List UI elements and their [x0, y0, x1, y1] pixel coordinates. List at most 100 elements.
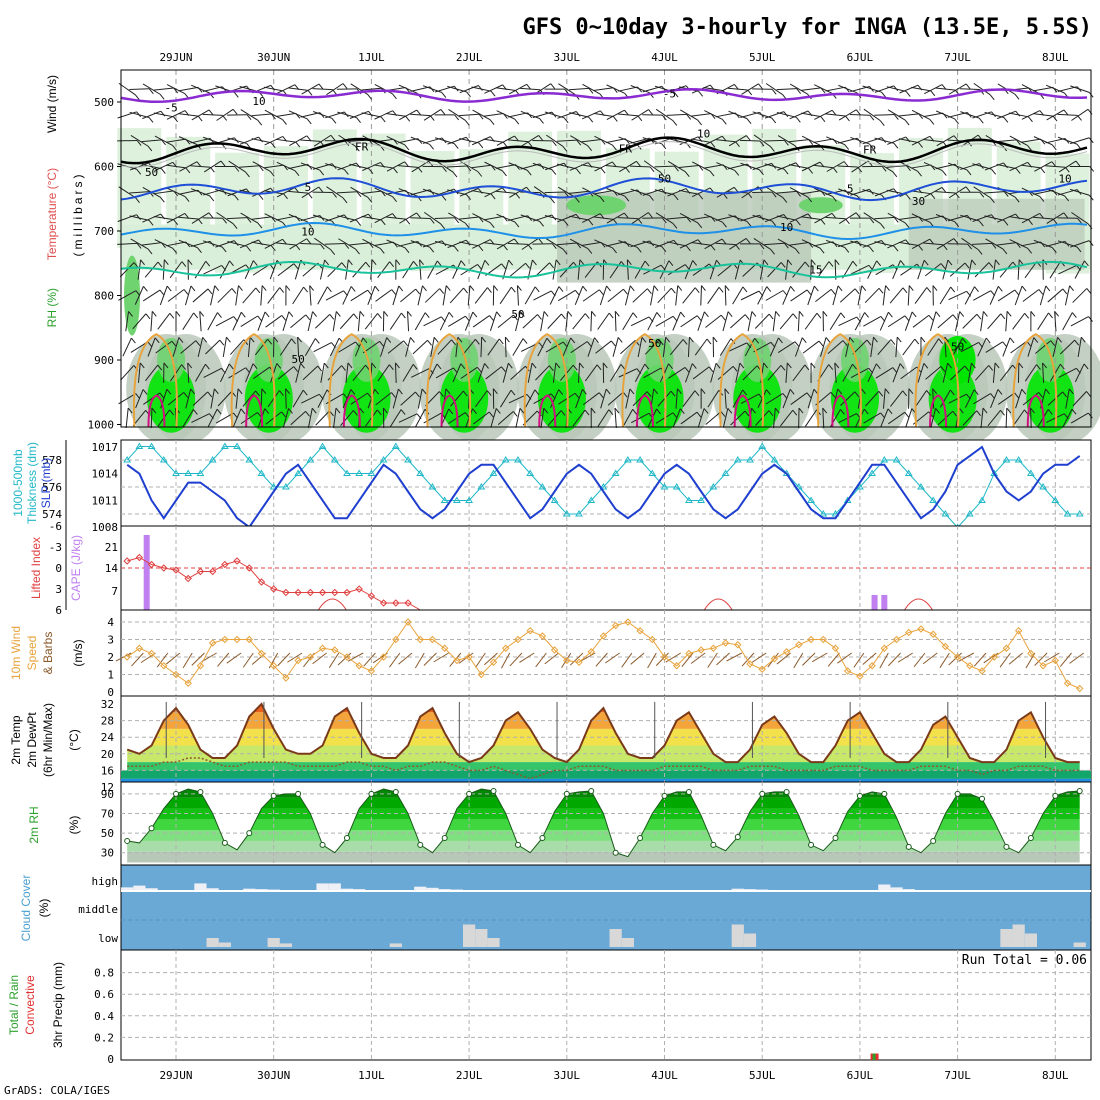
wind-barb	[765, 392, 784, 405]
surface-barb	[999, 652, 1011, 668]
wind-speed-marker	[929, 630, 937, 638]
wind-barb	[877, 339, 892, 355]
wind-barb-flag	[508, 259, 514, 266]
wind-barb	[1008, 112, 1029, 118]
rh-green-cell	[157, 338, 186, 382]
wind-barb-flag	[880, 223, 885, 229]
wind-barb	[471, 190, 492, 195]
wind-barb	[207, 408, 218, 428]
bottom-date-label: 3JUL	[554, 1069, 581, 1082]
wind-barb	[545, 238, 564, 250]
wind-barb-flag	[555, 259, 561, 266]
wind-barb	[637, 337, 643, 358]
wind-barb-flag	[495, 408, 501, 414]
wind-barb	[1045, 165, 1066, 168]
bottom-date-label: 6JUL	[847, 1069, 874, 1082]
wind-barb	[549, 286, 560, 305]
rh-marker	[710, 841, 717, 848]
wind-barb	[166, 164, 186, 169]
wind-barb	[309, 285, 312, 306]
wind-barb	[593, 112, 614, 117]
wind-barb	[923, 112, 944, 118]
cloud-low-bar	[731, 924, 744, 947]
wind-barb	[289, 135, 308, 146]
wind-barb-flag	[904, 412, 910, 418]
rh-marker	[759, 790, 766, 797]
wind-barb-flag	[548, 365, 554, 372]
wind-barb-flag	[574, 290, 580, 296]
wind-barb	[997, 213, 1016, 223]
wind-barb-flag	[208, 109, 214, 116]
surface-barb	[595, 652, 608, 667]
contour-20c	[230, 333, 276, 428]
wind-barb-flag	[335, 407, 341, 414]
wind-barb-flag	[810, 362, 816, 369]
wind-barb-flag	[527, 141, 533, 147]
wind-barb	[572, 409, 586, 427]
wind-barb-flag	[309, 285, 315, 291]
bottom-date-label: 29JUN	[159, 1069, 192, 1082]
wind-barb-flag	[305, 314, 311, 321]
surface-barb	[793, 652, 804, 669]
wind-barb-flag	[724, 285, 730, 291]
wind-barb-flag	[700, 388, 706, 395]
rh-marker	[1003, 843, 1010, 850]
wind-speed-marker	[856, 672, 864, 680]
wind-barb	[1064, 285, 1071, 306]
thickness-marker	[440, 496, 449, 503]
wind-barb-flag	[270, 142, 276, 149]
wind-barb-flag	[679, 408, 685, 415]
wind-barb	[962, 410, 977, 426]
contour-label: -5	[164, 102, 177, 115]
wind-barb	[289, 238, 307, 250]
wind-barb-flag	[806, 392, 812, 399]
wind-barb	[584, 364, 598, 382]
wind-barb-flag	[181, 364, 186, 370]
wind-barb	[837, 165, 858, 168]
wind-barb	[129, 111, 150, 118]
wind-barb-flag	[207, 391, 213, 398]
wind-barb	[575, 389, 583, 409]
wind-barb	[338, 341, 356, 353]
wind-barb	[264, 136, 283, 146]
wind-barb-flag	[234, 166, 240, 172]
wind-barb	[472, 315, 490, 328]
wind-barb-flag	[1050, 340, 1056, 346]
wind-barb	[852, 339, 868, 355]
wind-barb-flag	[232, 223, 238, 230]
wind-barb-flag	[637, 86, 643, 93]
wind-barb	[265, 315, 283, 328]
wind-barb-flag	[391, 392, 396, 398]
rh-contour-label: 50	[951, 340, 964, 353]
wind-barb	[496, 238, 515, 250]
wind-barb-flag	[319, 243, 325, 250]
contour-label: FR	[863, 144, 877, 157]
wind-speed-marker	[636, 627, 644, 635]
wind-barb	[215, 316, 234, 327]
wind-barb	[607, 288, 624, 303]
wind-speed-marker	[184, 679, 192, 687]
wind-barb	[874, 241, 895, 247]
wind-barb-flag	[575, 111, 581, 117]
wind-barb	[361, 112, 382, 118]
wind-barb-flag	[393, 167, 398, 174]
wind-barb-flag	[698, 165, 704, 171]
wind-barb	[936, 238, 955, 250]
wind-barb-flag	[433, 336, 439, 343]
rh-marker	[441, 835, 448, 841]
wind-barb	[815, 288, 832, 303]
wind-barb-flag	[1083, 363, 1089, 370]
wind-speed-marker	[257, 649, 266, 658]
wind-barb-flag	[160, 168, 166, 174]
wind-barb	[137, 259, 142, 280]
wind-barb	[483, 215, 504, 221]
upper-wind-barbs	[117, 82, 1095, 429]
wind-barb-flag	[582, 388, 587, 395]
wind-barb	[497, 314, 514, 328]
wind-barb-flag	[863, 408, 869, 415]
wind-barb-flag	[486, 390, 492, 396]
cloud-low-bar	[743, 933, 757, 947]
wind-barb	[911, 238, 931, 250]
wind-speed-marker	[233, 635, 241, 644]
wind-tick-label: 4	[107, 616, 114, 629]
